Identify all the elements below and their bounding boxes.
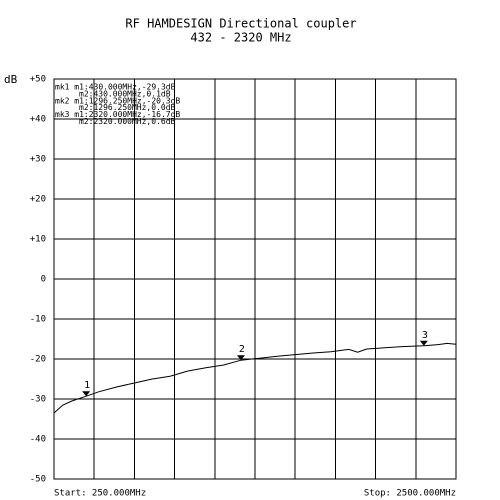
marker-readout: m2:2320.000MHz,0.6dB	[79, 117, 176, 126]
marker	[419, 340, 428, 346]
y-tick-label: +30	[30, 155, 46, 165]
y-axis-label: dB	[4, 73, 18, 86]
marker-readout: m2:1296.250MHz,0.0dB	[79, 103, 176, 112]
trace	[53, 342, 457, 414]
y-tick-label: +50	[30, 75, 46, 85]
marker-label: 2	[239, 344, 245, 355]
y-tick-label: +40	[30, 115, 46, 125]
y-tick-label: -40	[30, 435, 46, 445]
marker-readout: mk1 m1:430.000MHz,-29.3dB	[55, 83, 176, 92]
marker-label: 1	[84, 380, 90, 391]
stop-label: Stop: 2500.000MHz	[364, 489, 456, 499]
y-tick-label: +20	[30, 195, 46, 205]
chart-title: RF HAMDESIGN Directional coupler	[125, 17, 356, 31]
marker	[82, 391, 91, 397]
y-tick-label: +10	[30, 235, 46, 245]
marker	[236, 355, 245, 361]
marker-readout: m2:430.000MHz,0.1dB	[79, 89, 171, 98]
y-tick-label: -20	[30, 355, 46, 365]
chart-subtitle: 432 - 2320 MHz	[190, 31, 291, 45]
y-tick-label: -30	[30, 395, 46, 405]
y-tick-label: 0	[41, 275, 46, 285]
marker-readout: mk3 m1:2320.000MHz,-16.7dB	[55, 110, 180, 119]
marker-readout: mk2 m1:1296.250MHz,-20.3dB	[55, 96, 180, 105]
y-tick-label: -10	[30, 315, 46, 325]
start-label: Start: 250.000MHz	[54, 489, 146, 499]
y-tick-label: -50	[30, 475, 46, 485]
marker-label: 3	[422, 330, 428, 341]
